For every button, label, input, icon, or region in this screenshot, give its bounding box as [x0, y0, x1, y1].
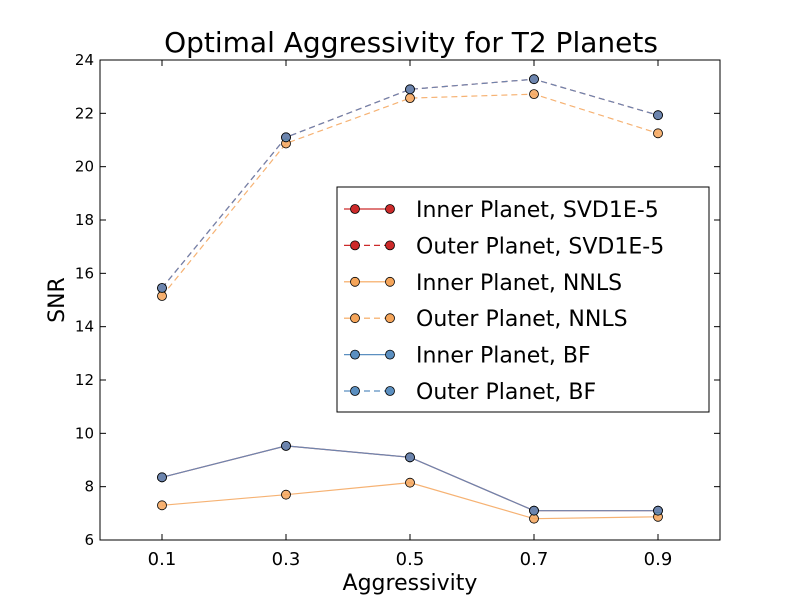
- series-2-point: [405, 477, 415, 488]
- y-axis: 6 8 10 12 14 16 18 20 22 24: [75, 51, 720, 549]
- x-tick-label: 0.9: [644, 549, 673, 570]
- series-2-point: [157, 500, 167, 511]
- legend-marker: [350, 276, 360, 287]
- legend-marker: [350, 313, 360, 324]
- series-5-point: [529, 74, 539, 85]
- y-tick-label: 14: [75, 318, 94, 336]
- legend-marker: [385, 386, 395, 396]
- legend-marker: [350, 386, 360, 396]
- legend-marker: [350, 204, 360, 214]
- chart-title: Optimal Aggressivity for T2 Planets: [164, 26, 658, 59]
- x-tick-label: 0.3: [272, 549, 301, 570]
- legend-label: Outer Planet, SVD1E-5: [416, 234, 664, 259]
- legend-marker: [385, 313, 395, 324]
- x-axis-label: Aggressivity: [343, 571, 478, 596]
- legend-marker: [350, 349, 360, 360]
- series-4-point: [405, 452, 415, 463]
- x-tick-label: 0.5: [396, 549, 425, 570]
- series-3-point: [653, 128, 663, 139]
- legend-label: Outer Planet, BF: [416, 380, 596, 405]
- series-line-3: [161, 93, 659, 297]
- y-tick-label: 10: [75, 424, 94, 442]
- legend-label: Inner Planet, SVD1E-5: [416, 198, 659, 223]
- y-tick-label: 6: [84, 531, 94, 549]
- series-4-point: [529, 505, 539, 516]
- series-4-point: [157, 472, 167, 483]
- series-3-point: [529, 89, 539, 100]
- x-tick-label: 0.1: [148, 549, 177, 570]
- series-5-point: [157, 283, 167, 293]
- series-5-point: [653, 110, 663, 121]
- legend-marker: [385, 204, 395, 214]
- legend-marker: [385, 240, 395, 251]
- legend-box: [336, 186, 710, 413]
- x-tick-label: 0.7: [520, 549, 549, 570]
- series-4-point: [653, 505, 663, 516]
- legend: Inner Planet, SVD1E-5 Outer Planet, SVD1E…: [336, 186, 710, 413]
- y-axis-label: SNR: [45, 277, 70, 323]
- y-tick-label: 12: [75, 371, 94, 389]
- y-tick-label: 20: [75, 158, 94, 176]
- legend-marker: [350, 240, 360, 251]
- y-tick-label: 18: [75, 211, 94, 229]
- y-tick-label: 16: [75, 264, 94, 282]
- series-3-point: [405, 93, 415, 104]
- legend-label: Outer Planet, NNLS: [416, 307, 628, 332]
- legend-label: Inner Planet, NNLS: [416, 271, 622, 296]
- series-line-5: [161, 78, 659, 289]
- legend-marker: [385, 349, 395, 360]
- y-tick-label: 8: [84, 478, 94, 496]
- series-4-point: [281, 440, 291, 451]
- series-5-point: [405, 84, 415, 95]
- y-tick-label: 22: [75, 104, 94, 122]
- x-axis: 0.1 0.3 0.5 0.7 0.9: [148, 60, 673, 570]
- series-5-point: [281, 132, 291, 143]
- legend-label: Inner Planet, BF: [416, 344, 591, 369]
- series-points: [157, 74, 663, 524]
- y-tick-label: 24: [75, 51, 94, 69]
- series-2-point: [281, 489, 291, 500]
- legend-marker: [385, 276, 395, 287]
